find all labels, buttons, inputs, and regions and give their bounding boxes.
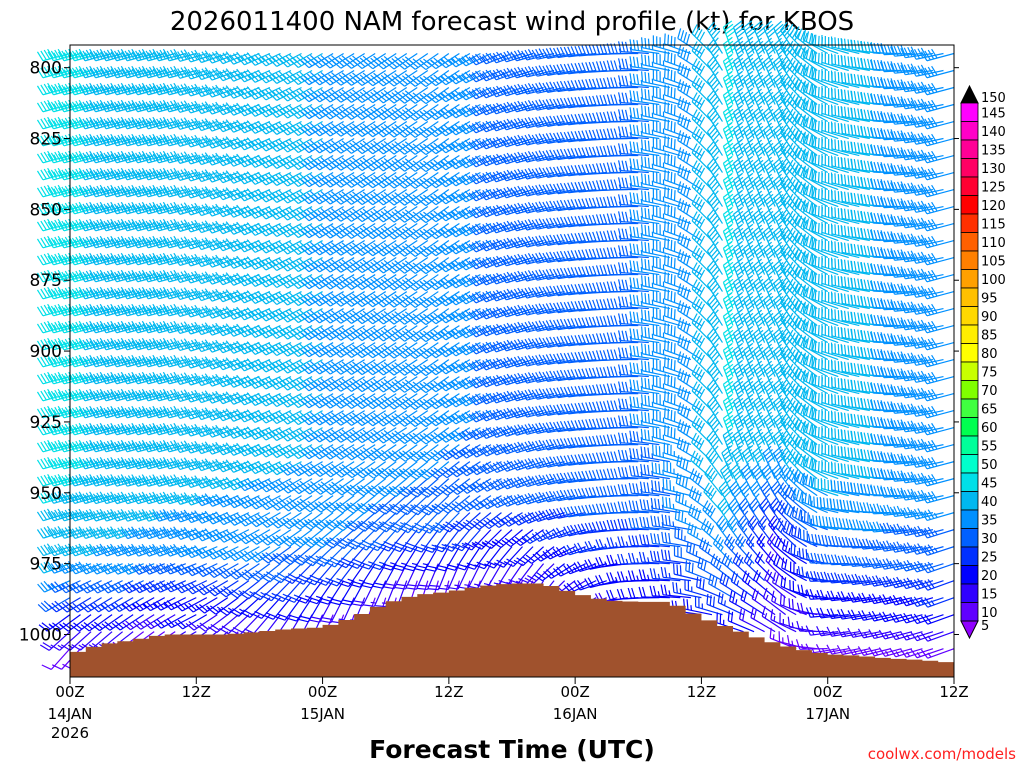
barb-shaft	[110, 615, 133, 631]
barb-half	[272, 593, 277, 595]
wind-profile-chart: 2026011400 NAM forecast wind profile (kt…	[0, 0, 1024, 768]
barb-shaft	[89, 615, 112, 631]
barb-shaft	[68, 615, 91, 632]
barb-shaft	[100, 615, 123, 631]
wind-barbs-layer	[37, 21, 954, 670]
chart-title: 2026011400 NAM forecast wind profile (kt…	[170, 7, 854, 37]
barb-half	[250, 591, 254, 594]
barb-shaft	[131, 615, 155, 630]
wind-barb	[164, 615, 196, 628]
barb-shaft	[281, 564, 301, 583]
barb-half	[68, 645, 72, 648]
barb-half	[239, 609, 243, 612]
barb-shaft	[270, 564, 291, 582]
barb-half	[261, 592, 266, 595]
barb-shaft	[67, 598, 91, 612]
barb-half	[228, 608, 232, 611]
barb-half	[79, 645, 83, 648]
barb-shaft	[120, 615, 143, 630]
barb-shaft	[78, 598, 102, 613]
barb-full	[266, 613, 276, 617]
barb-full	[42, 665, 51, 669]
